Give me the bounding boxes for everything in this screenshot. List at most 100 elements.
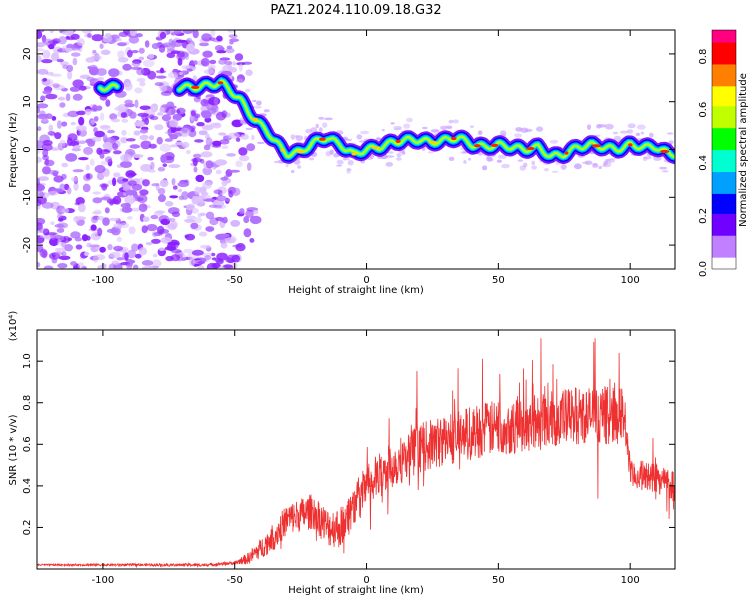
- noise-speck: [243, 216, 250, 224]
- noise-speck: [64, 244, 73, 252]
- colorbar-cell: [712, 57, 736, 61]
- noise-speck: [37, 149, 42, 154]
- ridge-halo-speck: [251, 134, 255, 141]
- ridge-halo-speck: [613, 135, 622, 141]
- ridge-halo-speck: [574, 163, 582, 170]
- noise-speck: [67, 71, 73, 80]
- ridge-halo-speck: [619, 130, 629, 134]
- colorbar-cell: [712, 65, 736, 69]
- noise-speck: [151, 238, 161, 244]
- noise-speck: [72, 93, 83, 101]
- noise-speck: [125, 170, 136, 178]
- colorbar-cell: [712, 169, 736, 173]
- noise-speck: [199, 42, 209, 47]
- snr-frame: [36, 329, 676, 570]
- noise-speck: [131, 50, 139, 54]
- noise-speck: [72, 79, 84, 88]
- noise-speck: [109, 251, 121, 259]
- colorbar-tick-label: 0.6: [698, 102, 709, 118]
- noise-speck: [93, 209, 102, 215]
- ridge-halo-speck: [346, 167, 351, 174]
- noise-speck: [157, 166, 166, 172]
- colorbar-cell: [712, 201, 736, 204]
- noise-speck: [87, 33, 92, 38]
- ridge-halo-speck: [668, 140, 674, 145]
- noise-speck: [159, 247, 165, 251]
- ridge-halo-speck: [531, 160, 536, 166]
- noise-speck: [58, 217, 64, 222]
- ridge-hotspot: [451, 136, 457, 141]
- noise-speck: [50, 147, 60, 151]
- ridge-halo-speck: [346, 168, 352, 171]
- noise-speck: [99, 112, 105, 121]
- y-tick-label: -10: [22, 189, 33, 205]
- ridge-halo-speck: [387, 151, 394, 154]
- noise-speck: [75, 244, 83, 250]
- noise-speck: [96, 147, 103, 155]
- noise-speck: [121, 129, 127, 136]
- colorbar-cell: [712, 51, 736, 55]
- noise-speck: [159, 143, 171, 152]
- noise-speck: [37, 200, 42, 207]
- noise-speck: [165, 201, 174, 207]
- noise-speck: [44, 113, 53, 120]
- noise-speck: [122, 63, 132, 71]
- colorbar-tick-label: 0.8: [698, 49, 709, 65]
- noise-speck: [53, 175, 64, 183]
- noise-speck: [218, 132, 227, 136]
- colorbar-cell: [712, 93, 736, 97]
- noise-speck: [48, 124, 54, 132]
- noise-speck: [249, 215, 262, 225]
- noise-speck: [205, 211, 215, 220]
- y-tick-label: 20: [22, 48, 33, 61]
- colorbar-cell: [712, 217, 736, 220]
- noise-speck: [215, 111, 226, 121]
- noise-speck: [51, 52, 60, 61]
- colorbar-cell: [712, 91, 736, 95]
- ridge-halo-speck: [244, 88, 251, 93]
- x-tick-label: 100: [621, 575, 640, 586]
- noise-speck: [142, 216, 150, 222]
- noise-speck: [133, 264, 139, 269]
- noise-speck: [47, 169, 60, 175]
- colorbar-cell: [712, 69, 736, 73]
- noise-speck: [61, 162, 69, 168]
- noise-speck: [72, 145, 80, 149]
- ridge-halo-speck: [448, 119, 454, 124]
- noise-speck: [54, 247, 67, 252]
- noise-speck: [206, 262, 218, 269]
- noise-speck: [87, 66, 92, 70]
- noise-speck: [214, 45, 224, 52]
- ridge-halo-speck: [406, 117, 413, 123]
- noise-speck: [212, 144, 222, 148]
- noise-speck: [190, 110, 196, 117]
- noise-speck: [139, 134, 149, 140]
- noise-speck: [99, 246, 106, 253]
- colorbar-cell: [712, 87, 736, 91]
- colorbar-cell: [712, 109, 736, 113]
- colorbar-cell: [712, 189, 736, 192]
- noise-speck: [47, 131, 56, 136]
- noise-speck: [78, 157, 89, 161]
- noise-speck: [59, 139, 66, 147]
- colorbar-cell: [712, 253, 736, 256]
- ridge-halo-speck: [390, 122, 395, 125]
- noise-speck: [57, 96, 66, 101]
- noise-speck: [91, 104, 98, 112]
- noise-speck: [201, 33, 212, 42]
- noise-speck: [40, 95, 46, 102]
- noise-speck: [148, 135, 155, 141]
- noise-speck: [110, 226, 121, 236]
- y-tick-label: 0.8: [22, 395, 33, 411]
- ridge-halo-speck: [498, 154, 507, 159]
- ridge-halo-speck: [322, 122, 328, 128]
- colorbar-cell: [712, 205, 736, 208]
- ridge-halo-speck: [496, 159, 502, 163]
- noise-speck: [84, 108, 92, 116]
- colorbar-cell: [712, 181, 736, 184]
- ridge-halo-speck: [356, 134, 363, 140]
- noise-speck: [39, 110, 46, 117]
- spectrogram-ylabel: Frequency (Hz): [8, 112, 19, 188]
- colorbar-cell: [712, 129, 736, 133]
